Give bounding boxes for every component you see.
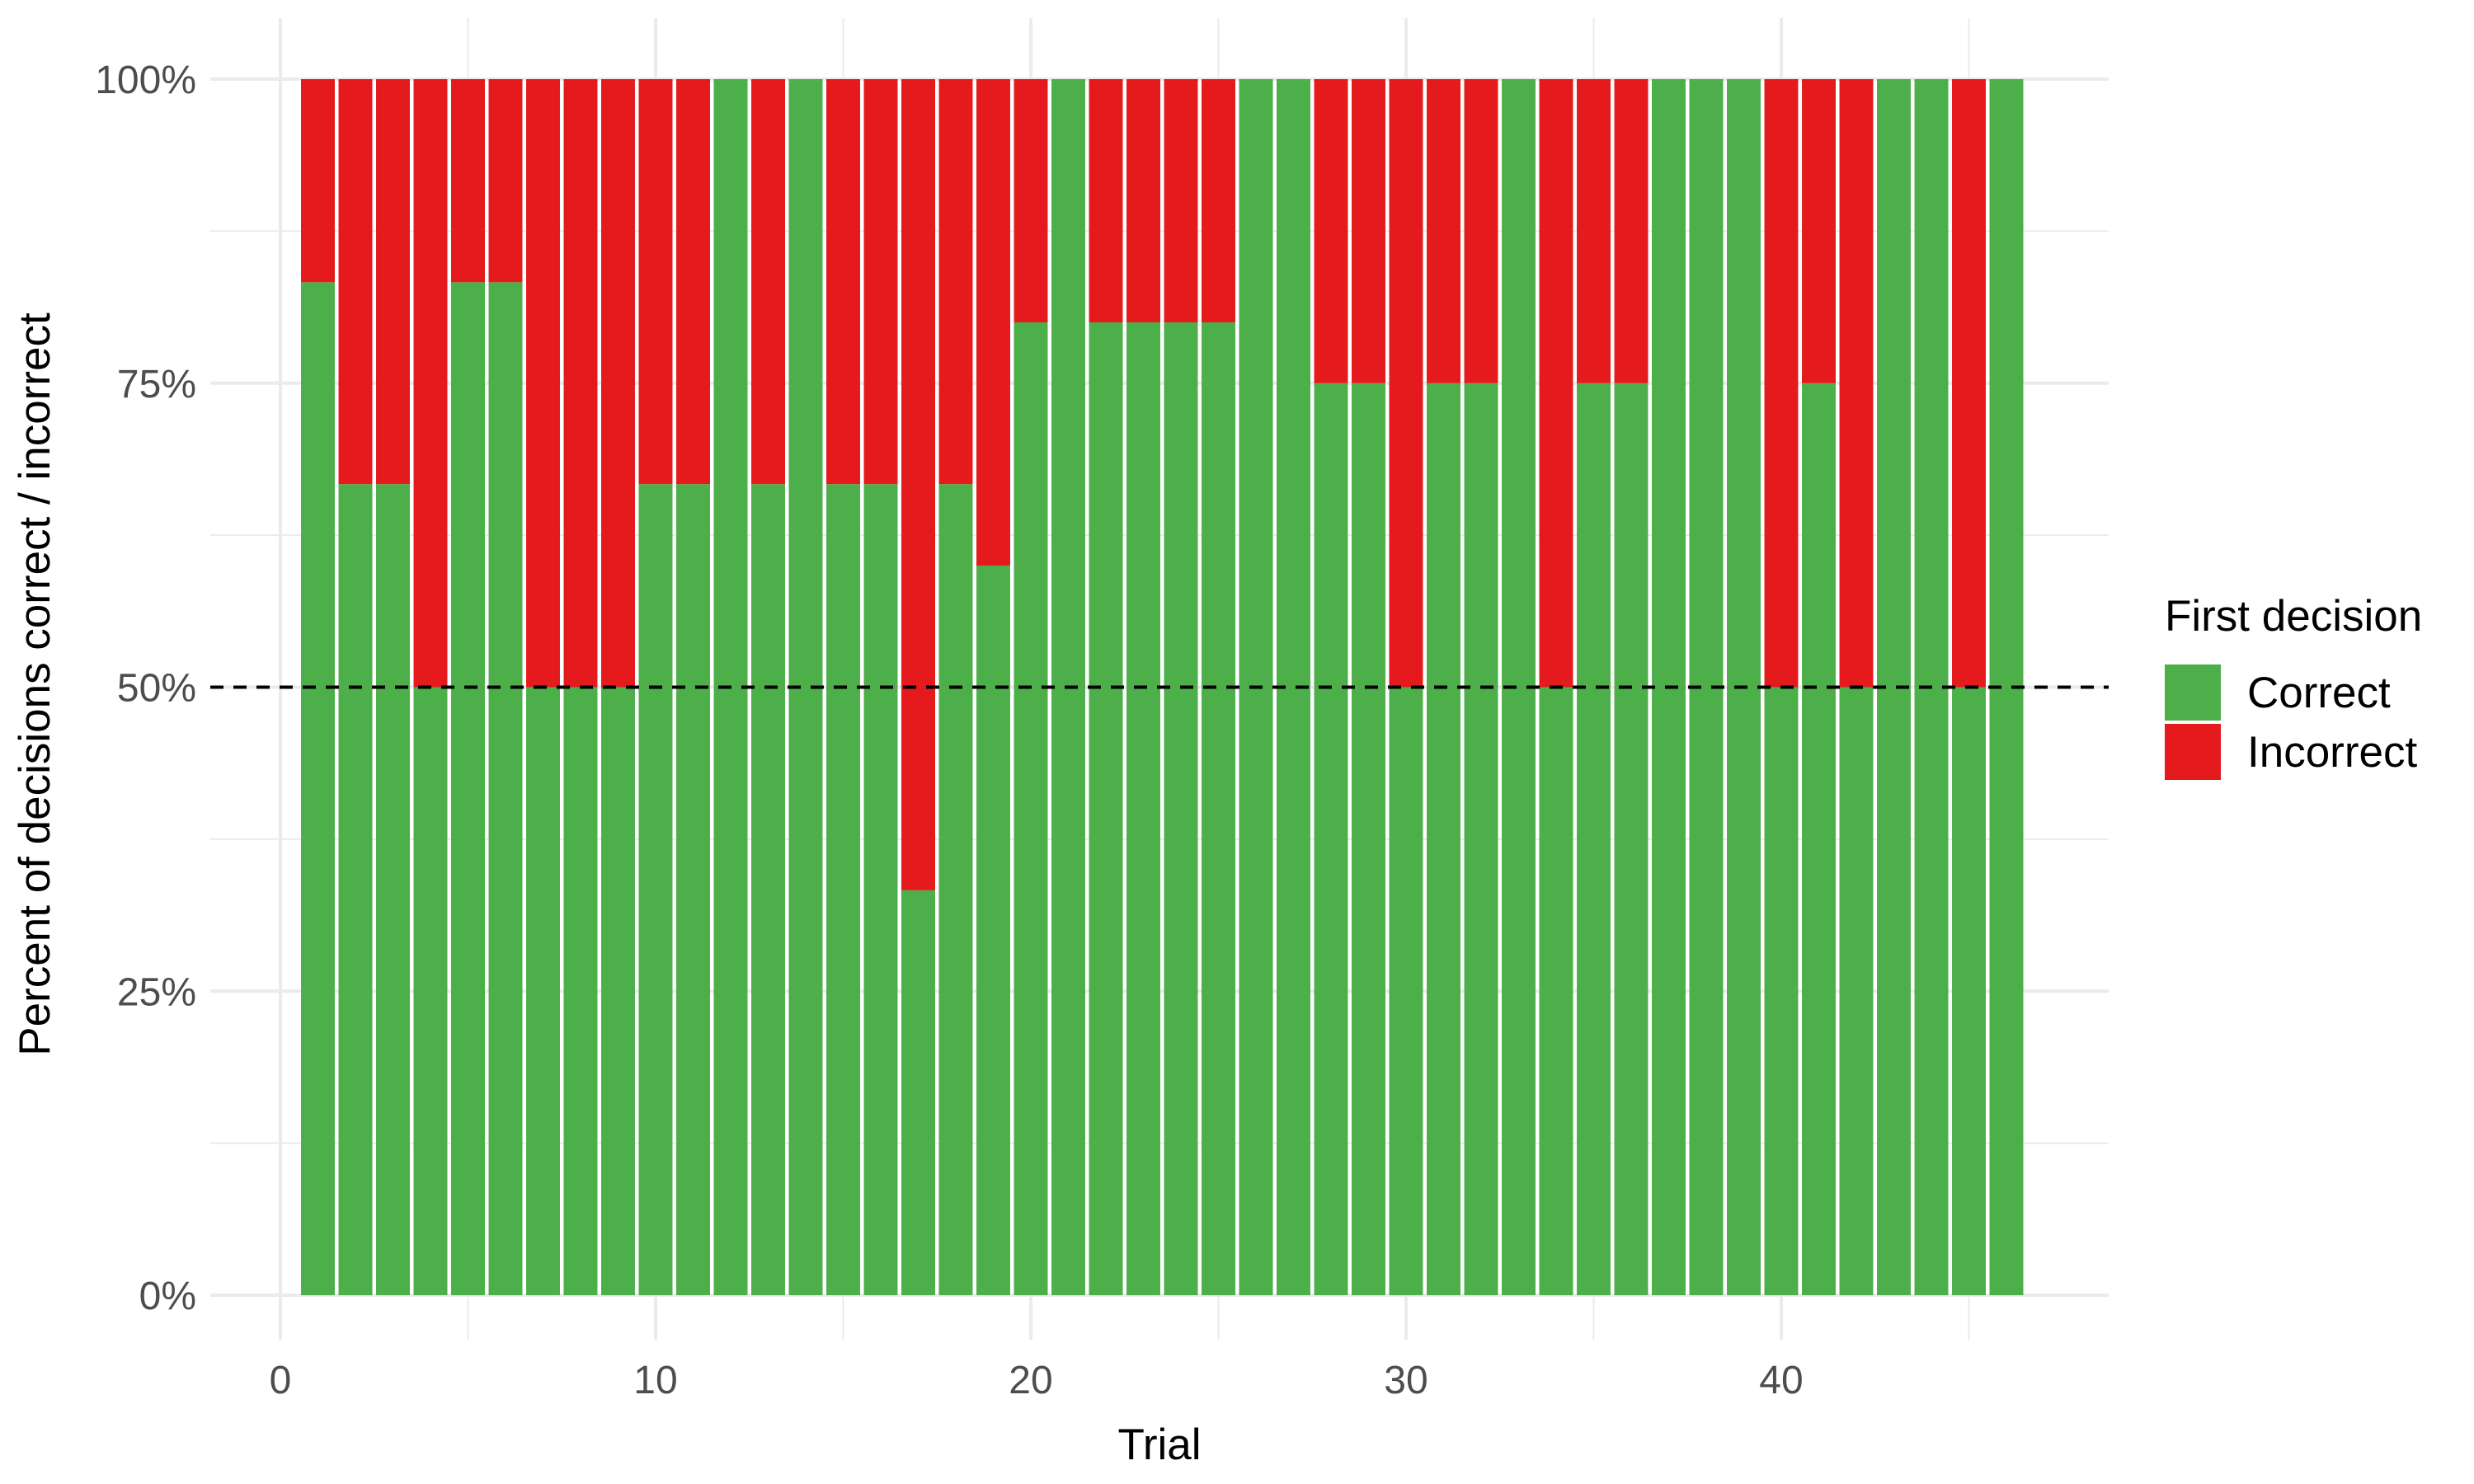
x-axis-title: Trial (1117, 1421, 1201, 1469)
y-tick-label: 0% (139, 1275, 196, 1318)
bar-incorrect (1839, 79, 1874, 688)
bar-incorrect (526, 79, 560, 688)
bar-correct (1089, 322, 1123, 1295)
bar-correct (1614, 383, 1649, 1295)
bar-correct (413, 687, 448, 1295)
bar-correct (1352, 383, 1385, 1295)
bar-incorrect (938, 79, 973, 485)
bar-correct (1014, 322, 1048, 1295)
legend: First decision Correct Incorrect (2165, 592, 2422, 780)
x-tick-label: 40 (1759, 1359, 1803, 1402)
bar-correct (676, 484, 710, 1295)
bar-incorrect (1389, 79, 1423, 688)
bar-incorrect (1802, 79, 1836, 383)
bar-correct (938, 484, 973, 1295)
bar-incorrect (1089, 79, 1123, 322)
x-tick-label: 10 (633, 1359, 677, 1402)
x-tick-label: 20 (1009, 1359, 1052, 1402)
bar-incorrect (676, 79, 710, 485)
bar-incorrect (1952, 79, 1986, 688)
bar-correct (488, 282, 523, 1296)
bar-incorrect (638, 79, 673, 485)
bar-incorrect (1164, 79, 1198, 322)
bar-correct (1839, 687, 1874, 1295)
y-tick-label: 75% (117, 363, 196, 406)
x-tick-label: 0 (270, 1359, 292, 1402)
bar-incorrect (601, 79, 635, 688)
bar-incorrect (1464, 79, 1498, 383)
bar-correct (563, 687, 598, 1295)
x-tick-label: 30 (1384, 1359, 1427, 1402)
bar-correct (1802, 383, 1836, 1295)
bar-correct (976, 566, 1010, 1295)
bar-correct (1539, 687, 1573, 1295)
bar-incorrect (1014, 79, 1048, 322)
y-tick-label: 25% (117, 970, 196, 1014)
bar-incorrect (1577, 79, 1611, 383)
bar-correct (901, 890, 935, 1295)
bar-incorrect (301, 79, 335, 283)
bar-correct (601, 687, 635, 1295)
bar-correct (1952, 687, 1986, 1295)
bar-correct (526, 687, 560, 1295)
bar-correct (376, 484, 410, 1295)
bar-incorrect (338, 79, 373, 485)
bar-incorrect (563, 79, 598, 688)
bar-correct (301, 282, 335, 1296)
bar-correct (451, 282, 485, 1296)
bar-incorrect (1352, 79, 1385, 383)
bar-incorrect (451, 79, 485, 283)
bar-incorrect (376, 79, 410, 485)
bar-incorrect (901, 79, 935, 890)
bar-incorrect (826, 79, 860, 485)
bar-correct (1764, 687, 1799, 1295)
bar-incorrect (1539, 79, 1573, 688)
y-axis-title: Percent of decisions correct / incorrect (11, 312, 59, 1056)
bar-incorrect (1764, 79, 1799, 688)
bar-correct (751, 484, 785, 1295)
legend-swatch-incorrect (2165, 724, 2221, 780)
legend-title: First decision (2165, 592, 2422, 641)
bar-correct (1427, 383, 1460, 1295)
bar-incorrect (863, 79, 898, 485)
bar-correct (338, 484, 373, 1295)
bar-correct (1164, 322, 1198, 1295)
bar-correct (1314, 383, 1348, 1295)
bar-incorrect (1314, 79, 1348, 383)
legend-label-incorrect: Incorrect (2247, 728, 2417, 777)
bar-correct (1577, 383, 1611, 1295)
bar-correct (1389, 687, 1423, 1295)
bar-correct (826, 484, 860, 1295)
bar-incorrect (413, 79, 448, 688)
bar-correct (863, 484, 898, 1295)
bar-incorrect (1614, 79, 1649, 383)
bar-correct (1202, 322, 1235, 1295)
legend-swatch-correct (2165, 665, 2221, 721)
bar-correct (638, 484, 673, 1295)
bar-incorrect (488, 79, 523, 283)
bar-incorrect (751, 79, 785, 485)
y-tick-label: 100% (95, 59, 196, 102)
y-tick-labels: 0% 25% 50% 75% 100% (95, 59, 196, 1318)
y-tick-label: 50% (117, 667, 196, 711)
bar-correct (1126, 322, 1160, 1295)
x-tick-labels: 0 10 20 30 40 (270, 1359, 1804, 1402)
bar-incorrect (976, 79, 1010, 566)
bar-incorrect (1202, 79, 1235, 322)
bar-incorrect (1427, 79, 1460, 383)
legend-label-correct: Correct (2247, 669, 2391, 717)
bar-incorrect (1126, 79, 1160, 322)
bar-correct (1464, 383, 1498, 1295)
